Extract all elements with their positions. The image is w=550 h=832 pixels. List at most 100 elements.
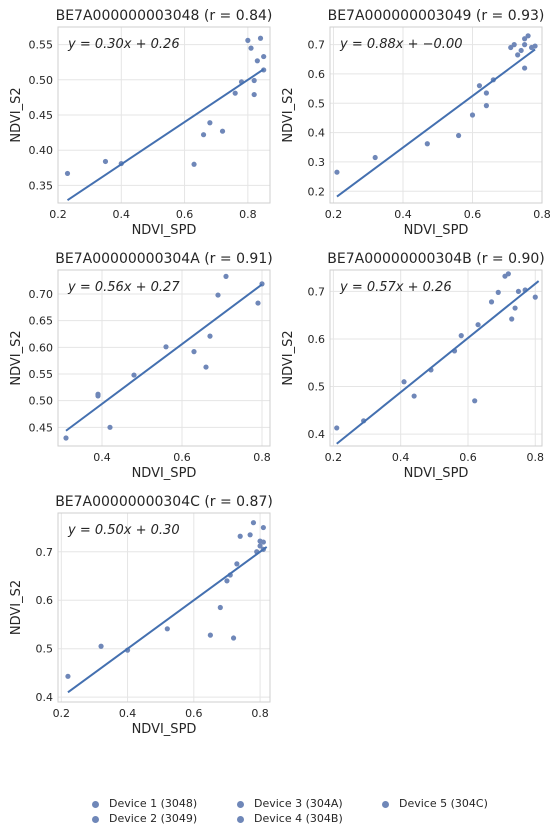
legend-item-2: Device 2 (3049)	[92, 812, 197, 825]
data-point	[522, 65, 528, 71]
legend-item-1: Device 1 (3048)	[92, 797, 197, 810]
data-point	[250, 520, 257, 526]
data-point	[522, 36, 528, 42]
data-point	[203, 364, 209, 370]
x-tick-label: 0.2	[325, 208, 343, 221]
y-tick-label: 0.50	[29, 395, 54, 408]
data-point	[515, 288, 522, 295]
data-point	[248, 45, 254, 51]
regression-line	[67, 546, 268, 694]
legend-marker	[237, 815, 244, 823]
y-tick-label: 0.5	[308, 97, 326, 110]
data-point	[234, 561, 240, 567]
x-tick-label: 0.2	[49, 208, 67, 221]
legend-label: Device 1 (3048)	[109, 797, 198, 810]
data-point	[532, 43, 538, 49]
regression-line	[66, 68, 265, 202]
regression-equation: y = 0.50x + 0.30	[67, 523, 180, 538]
y-axis-label: NDVI_S2	[9, 330, 24, 385]
legend-label: Device 4 (304B)	[254, 812, 343, 825]
y-tick-label: 0.65	[29, 315, 54, 328]
x-tick-label: 0.2	[325, 451, 343, 464]
y-tick-label: 0.2	[308, 185, 326, 198]
data-point	[217, 604, 223, 611]
regression-equation: y = 0.88x + −0.00	[339, 37, 462, 52]
plot-frame	[57, 26, 271, 204]
y-tick-label: 0.7	[36, 546, 54, 559]
legend-label: Device 3 (304A)	[254, 797, 343, 810]
x-axis-label: NDVI_SPD	[132, 223, 197, 238]
y-axis-label: NDVI_S2	[281, 330, 296, 385]
data-point	[505, 271, 511, 277]
data-point	[207, 333, 213, 339]
x-tick-label: 0.8	[253, 451, 271, 464]
legend-label: Device 2 (3049)	[109, 812, 198, 825]
data-point	[334, 425, 340, 431]
data-point	[511, 42, 517, 48]
plot-frame	[329, 26, 543, 204]
data-point	[245, 37, 251, 43]
chart-title: BE7A00000000304B (r = 0.90)	[327, 251, 544, 267]
chart-panel-3: 0.4 0.6 0.8 0.45 0.50 0.55 0.60 0.65 0.70 BE7A000…	[9, 251, 273, 481]
x-tick-label: 0.6	[464, 208, 482, 221]
data-point	[401, 379, 407, 385]
data-point	[532, 294, 538, 300]
data-point	[254, 58, 260, 64]
data-point	[107, 424, 113, 430]
y-tick-label: 0.4	[308, 127, 326, 140]
data-point	[472, 398, 478, 404]
data-point	[475, 322, 481, 328]
x-tick-label: 0.6	[185, 707, 203, 720]
figure: 0.2 0.4 0.6 0.8 0.35 0.40 0.45 0.50 0.55 BE7A0000…	[9, 8, 550, 737]
x-axis-label: NDVI_SPD	[404, 223, 469, 238]
y-tick-label: 0.7	[308, 285, 326, 298]
regression-equation: y = 0.56x + 0.27	[67, 280, 180, 295]
chart-title: BE7A000000003049 (r = 0.93)	[328, 8, 545, 24]
data-point	[164, 626, 170, 632]
x-axis-label: NDVI_SPD	[132, 722, 197, 737]
y-tick-label: 0.7	[308, 39, 326, 52]
y-tick-label: 0.6	[308, 68, 326, 81]
plot-frame	[57, 512, 271, 703]
y-axis-label: NDVI_S2	[281, 87, 296, 142]
data-point	[131, 372, 137, 378]
data-point	[98, 643, 104, 649]
x-tick-label: 0.2	[53, 707, 71, 720]
y-axis-label: NDVI_S2	[9, 580, 24, 635]
data-point	[251, 91, 257, 98]
x-tick-label: 0.4	[93, 451, 111, 464]
chart-panel-2: 0.2 0.4 0.6 0.8 0.2 0.3 0.4 0.5 0.6 0.7 BE7A000000…	[281, 8, 550, 238]
y-axis-label: NDVI_S2	[9, 87, 24, 142]
x-tick-label: 0.8	[527, 451, 545, 464]
data-point	[260, 539, 266, 545]
x-tick-label: 0.6	[173, 451, 191, 464]
chart-title: BE7A000000003048 (r = 0.84)	[56, 8, 273, 24]
data-point	[483, 103, 489, 109]
data-point	[224, 578, 230, 584]
data-point	[483, 90, 489, 96]
data-point	[251, 77, 257, 84]
data-point	[518, 47, 524, 54]
data-point	[476, 83, 483, 89]
y-tick-label: 0.5	[308, 381, 326, 394]
data-point	[215, 292, 221, 298]
x-tick-label: 0.4	[394, 208, 412, 221]
data-point	[237, 533, 243, 539]
y-tick-label: 0.6	[308, 333, 326, 346]
x-tick-label: 0.4	[119, 707, 137, 720]
regression-equation: y = 0.30x + 0.26	[67, 37, 180, 52]
y-tick-label: 0.4	[308, 428, 326, 441]
legend-item-4: Device 4 (304B)	[237, 812, 343, 825]
data-point	[65, 673, 71, 679]
y-tick-label: 0.40	[29, 144, 54, 157]
data-point	[191, 349, 197, 355]
data-point	[424, 141, 430, 147]
legend-marker	[382, 800, 389, 808]
data-point	[102, 158, 109, 165]
chart-title: BE7A00000000304C (r = 0.87)	[55, 494, 273, 510]
x-tick-label: 0.4	[113, 208, 131, 221]
data-point	[512, 305, 518, 311]
data-point	[230, 635, 237, 641]
data-point	[163, 344, 169, 350]
regression-line	[65, 283, 263, 432]
